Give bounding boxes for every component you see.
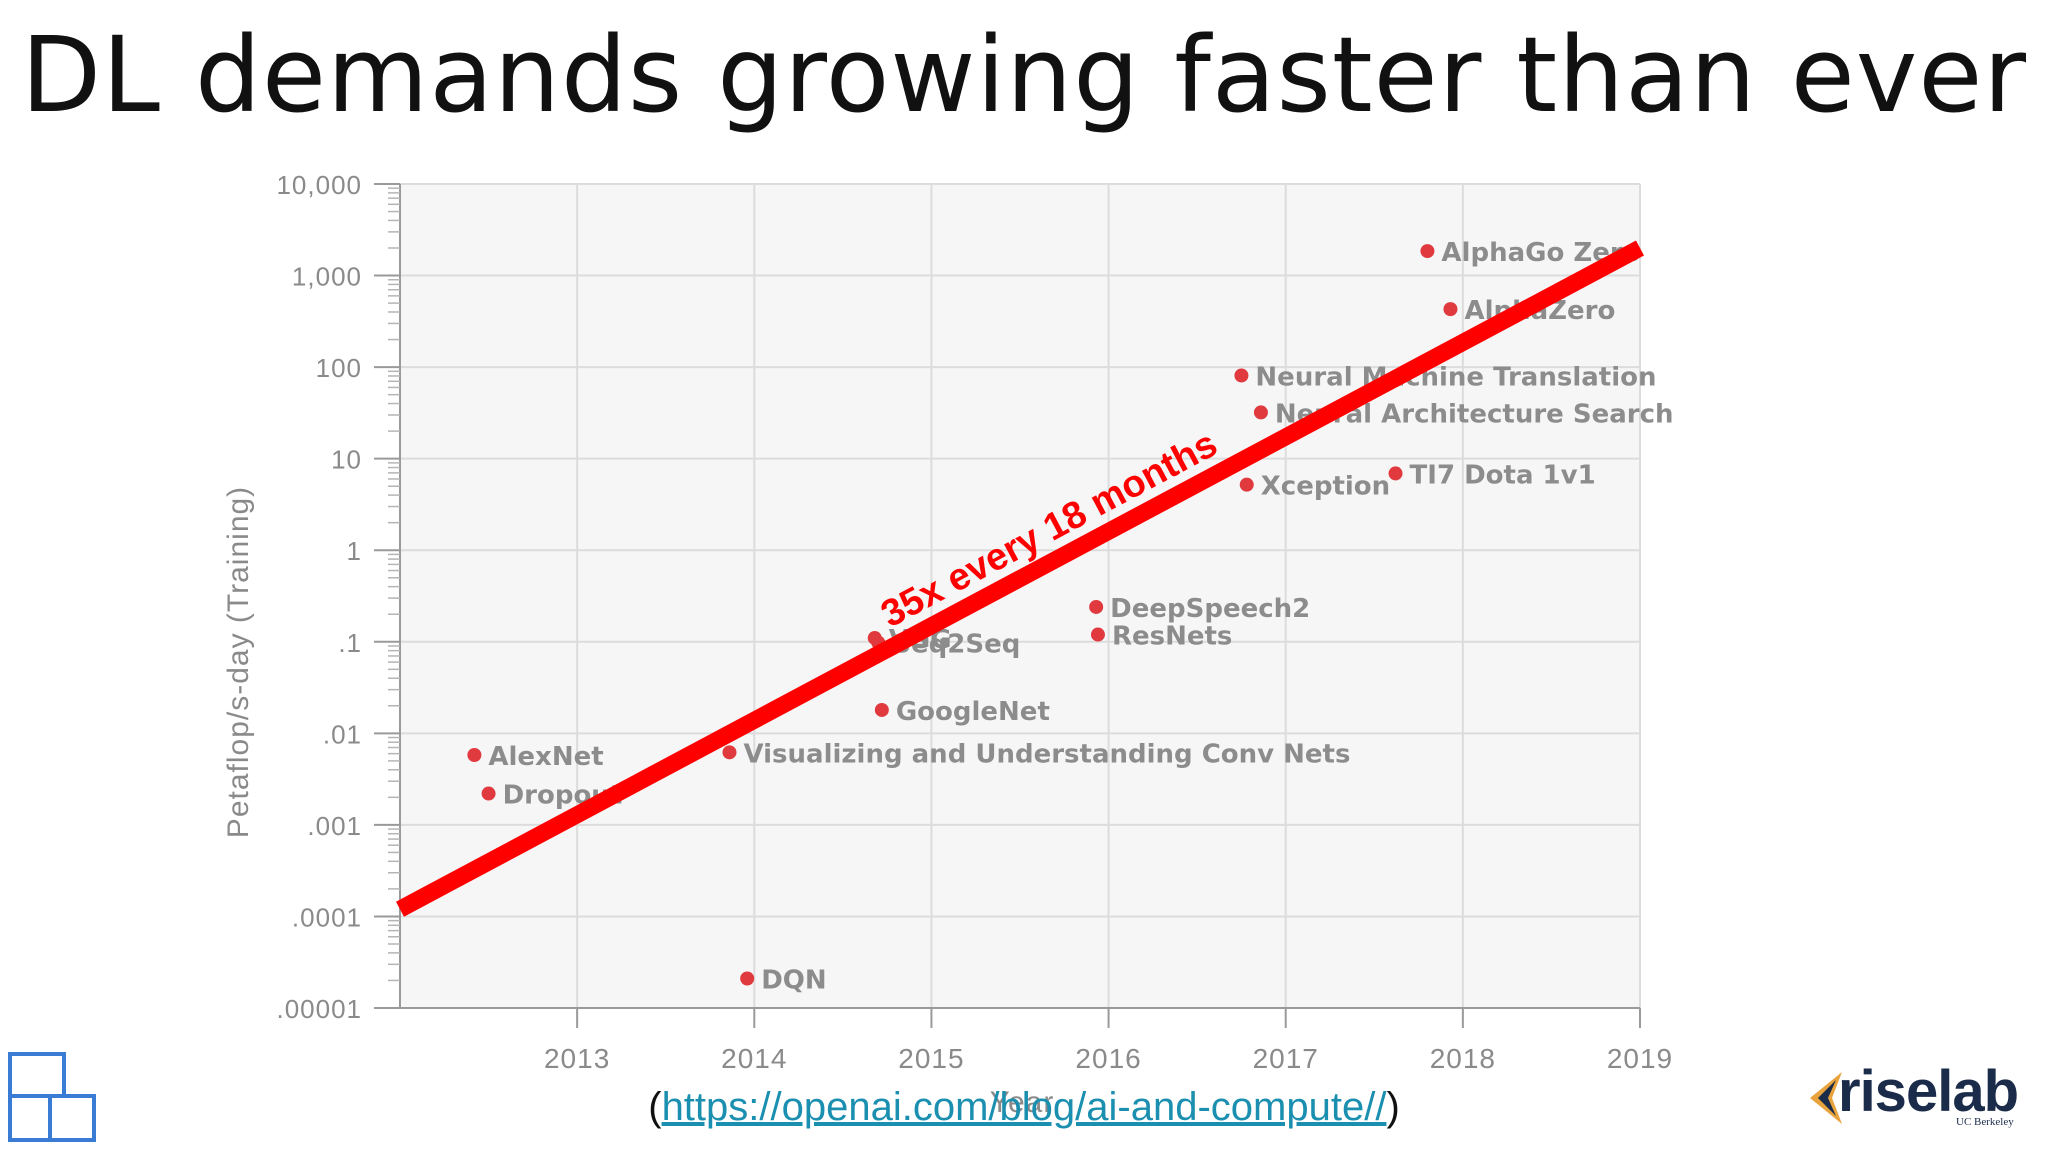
x-tick-label: 2014 xyxy=(721,1043,787,1074)
riselab-logo: riselab UC Berkeley xyxy=(1806,1059,2026,1134)
data-point-label: DeepSpeech2 xyxy=(1110,594,1310,624)
x-tick-label: 2013 xyxy=(544,1043,610,1074)
data-point xyxy=(722,745,737,760)
data-point xyxy=(1420,244,1435,259)
riselab-logo-text: riselab xyxy=(1838,1059,2019,1124)
y-axis-label: Petaflop/s-day (Training) xyxy=(222,486,255,838)
y-tick-label: .0001 xyxy=(292,902,362,932)
data-point xyxy=(1239,477,1254,492)
trend-line xyxy=(396,240,1644,917)
data-point xyxy=(481,786,496,801)
data-point-label: Visualizing and Understanding Conv Nets xyxy=(743,739,1350,769)
y-tick-label: 10 xyxy=(331,445,362,475)
data-point xyxy=(867,630,882,645)
plot-area xyxy=(400,184,1640,1008)
data-point-label: Xception xyxy=(1261,472,1390,502)
x-axis-label: Year xyxy=(990,1086,1055,1119)
data-point-label: TI7 Dota 1v1 xyxy=(1410,460,1596,490)
data-point xyxy=(1388,466,1403,481)
slide-title: DL demands growing faster than ever xyxy=(20,14,2028,136)
x-tick-label: 2016 xyxy=(1075,1043,1141,1074)
x-tick-label: 2015 xyxy=(898,1043,964,1074)
y-tick-label: .00001 xyxy=(276,994,362,1024)
data-point-label: ResNets xyxy=(1112,622,1232,652)
y-tick-label: .001 xyxy=(307,811,362,841)
data-point-label: AlexNet xyxy=(488,742,603,772)
corner-logo-icon xyxy=(8,1052,98,1150)
data-point xyxy=(1234,368,1249,383)
source-link[interactable]: https://openai.com/blog/ai-and-compute// xyxy=(661,1085,1387,1129)
riselab-arrow-icon xyxy=(1810,1072,1842,1124)
data-point xyxy=(740,971,755,986)
data-point xyxy=(1253,405,1268,420)
source-citation: (https://openai.com/blog/ai-and-compute/… xyxy=(0,1085,2048,1130)
riselab-logo-subtext: UC Berkeley xyxy=(1956,1116,2014,1128)
data-point-label: Neural Machine Translation xyxy=(1255,362,1656,392)
y-tick-label: .1 xyxy=(338,628,362,658)
y-tick-label: 100 xyxy=(316,353,362,383)
data-point-label: DQN xyxy=(761,965,826,995)
x-tick-label: 2017 xyxy=(1253,1043,1319,1074)
source-open-paren: ( xyxy=(648,1085,662,1129)
data-point xyxy=(874,702,889,717)
x-tick-label: 2018 xyxy=(1430,1043,1496,1074)
y-tick-label: .01 xyxy=(323,719,362,749)
data-point xyxy=(1089,599,1104,614)
y-tick-label: 1,000 xyxy=(292,262,362,292)
y-tick-label: 10,000 xyxy=(276,170,362,200)
x-tick-label: 2019 xyxy=(1607,1043,1673,1074)
data-point xyxy=(1443,302,1458,317)
data-point-label: GoogleNet xyxy=(896,697,1050,727)
source-close-paren: ) xyxy=(1386,1085,1400,1129)
data-point xyxy=(467,747,482,762)
data-point xyxy=(1090,627,1105,642)
y-tick-label: 1 xyxy=(347,536,362,566)
